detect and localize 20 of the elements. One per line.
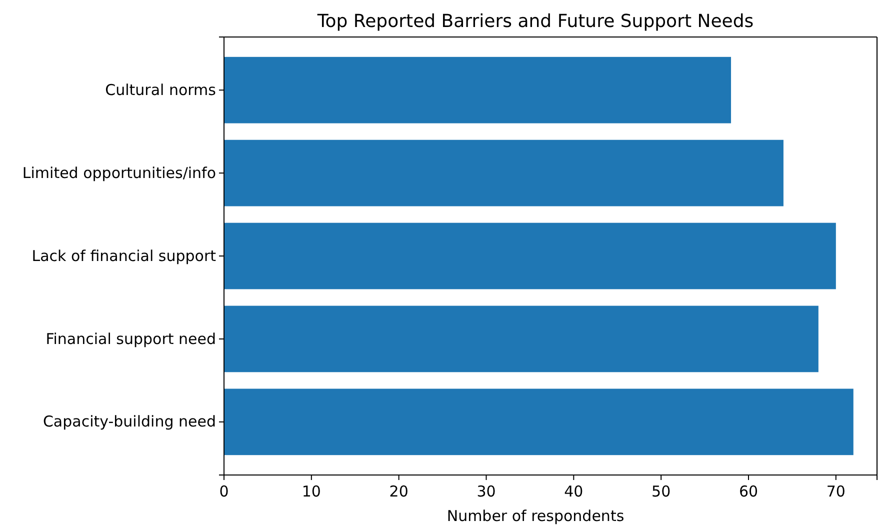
x-tick-label: 10 xyxy=(302,482,321,500)
y-tick-label: Financial support need xyxy=(46,330,216,348)
bar xyxy=(224,56,732,124)
x-tick-label: 70 xyxy=(826,482,846,500)
chart-title: Top Reported Barriers and Future Support Needs xyxy=(316,11,754,32)
x-tick-label: 60 xyxy=(738,482,758,500)
x-axis-title: Number of respondents xyxy=(446,507,624,525)
bar xyxy=(224,306,818,372)
bar xyxy=(224,222,836,290)
x-tick-label: 40 xyxy=(564,482,584,500)
bar xyxy=(224,388,854,456)
y-tick-label: Lack of financial support xyxy=(32,246,216,265)
y-tick-label: Capacity-building need xyxy=(42,412,216,431)
x-tick-label: 0 xyxy=(219,482,229,500)
y-tick-label: Limited opportunities/info xyxy=(22,164,216,182)
y-tick-label: Cultural norms xyxy=(105,80,216,99)
x-tick-label: 50 xyxy=(652,482,671,500)
x-tick-label: 20 xyxy=(389,482,408,500)
x-tick-label: 30 xyxy=(476,482,496,500)
bar xyxy=(224,140,784,206)
